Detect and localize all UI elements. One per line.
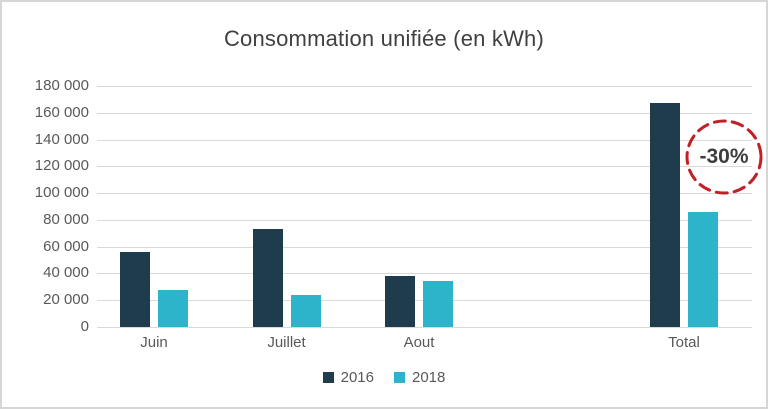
gridline (97, 273, 752, 275)
gridline (97, 86, 752, 87)
gridline (97, 166, 752, 168)
gridline (97, 139, 752, 141)
dashed-circle-icon (685, 119, 763, 195)
legend-item-2018: 2018 (394, 369, 445, 386)
gridline (97, 112, 752, 114)
y-axis-tick-label: 0 (80, 318, 89, 335)
percent-change-annotation: -30% (682, 116, 766, 198)
bar-2018-juin (158, 289, 188, 327)
y-axis-tick-label: 160 000 (34, 103, 89, 121)
bar-2016-juillet (252, 229, 283, 327)
y-axis-tick-label: 100 000 (34, 184, 89, 202)
bar-2018-total (688, 211, 718, 327)
bar-2016-total (650, 103, 680, 327)
legend-swatch-icon (394, 372, 405, 383)
x-axis-label-total: Total (668, 334, 700, 351)
legend-swatch-icon (322, 372, 334, 383)
legend: 2016 2018 (2, 369, 766, 386)
bar-2018-aout (423, 281, 453, 327)
gridline (97, 246, 752, 248)
bar-2016-aout (385, 276, 415, 327)
y-axis-tick-label: 60 000 (43, 237, 89, 255)
x-axis-label-juillet: Juillet (267, 334, 306, 351)
x-axis-label-aout: Aout (403, 334, 435, 351)
legend-label: 2018 (412, 369, 446, 386)
legend-item-2016: 2016 (322, 369, 374, 386)
bar-2018-juillet (290, 294, 321, 327)
y-axis-tick-label: 40 000 (43, 264, 89, 282)
x-axis-label-juin: Juin (140, 334, 168, 351)
y-axis-tick-label: 140 000 (34, 130, 89, 148)
gridline (97, 219, 752, 221)
gridline (97, 327, 752, 328)
chart-title: Consommation unifiée (en kWh) (223, 26, 545, 51)
y-axis-tick-label: 80 000 (43, 210, 89, 228)
y-axis-tick-label: 120 000 (34, 157, 89, 175)
gridline (97, 193, 752, 195)
y-axis-tick-label: 180 000 (34, 77, 89, 94)
y-axis-tick-label: 20 000 (43, 291, 89, 309)
legend-label: 2016 (340, 369, 374, 386)
percent-change-label: -30% (699, 145, 749, 168)
bar-2016-juin (120, 252, 150, 327)
